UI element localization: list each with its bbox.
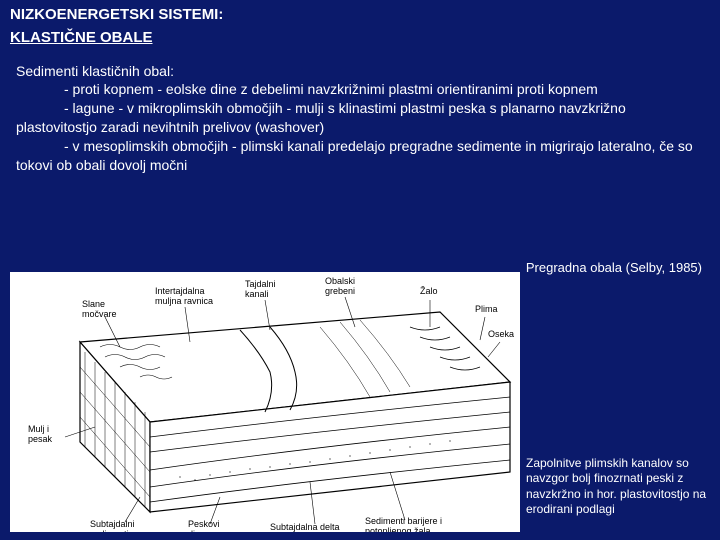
body-b1: - proti kopnem - eolske dine z debelimi …	[16, 80, 710, 99]
body-b2: - lagune - v mikroplimskih območjih - mu…	[16, 99, 710, 137]
lbl-sedbar: Sedimenti barijere ipotopljenog žala	[365, 516, 442, 532]
lbl-mulj: Mulj ipesak	[28, 424, 53, 444]
body-text-block: Sedimenti klastičnih obal:- proti kopnem…	[10, 62, 710, 175]
slide-root: NIZKOENERGETSKI SISTEMI: KLASTIČNE OBALE…	[0, 0, 720, 540]
lbl-inter: Intertajdalnamuljna ravnica	[155, 286, 213, 306]
body-b3: - v mesoplimskih območjih - plimski kana…	[16, 137, 710, 175]
slide-title-1: NIZKOENERGETSKI SISTEMI:	[10, 6, 710, 25]
slide-title-2: KLASTIČNE OBALE	[10, 29, 710, 48]
body-intro: Sedimenti klastičnih obal:	[16, 63, 174, 79]
lbl-plima: Plima	[475, 304, 498, 314]
caption-top: Pregradna obala (Selby, 1985)	[526, 260, 702, 275]
lbl-oseka: Oseka	[488, 329, 514, 339]
block-diagram-svg: Slanemočvare Intertajdalnamuljna ravnica…	[10, 272, 520, 532]
lbl-zalo: Žalo	[420, 286, 438, 296]
caption-right: Zapolnitve plimskih kanalov so navzgor b…	[526, 456, 708, 518]
lbl-obal: Obalskigrebeni	[325, 276, 355, 296]
block-diagram: Slanemočvare Intertajdalnamuljna ravnica…	[10, 272, 520, 532]
lbl-subtajd: Subtajdalnisedimenti	[90, 519, 135, 532]
lbl-subdelta: Subtajdalna delta	[270, 522, 340, 532]
